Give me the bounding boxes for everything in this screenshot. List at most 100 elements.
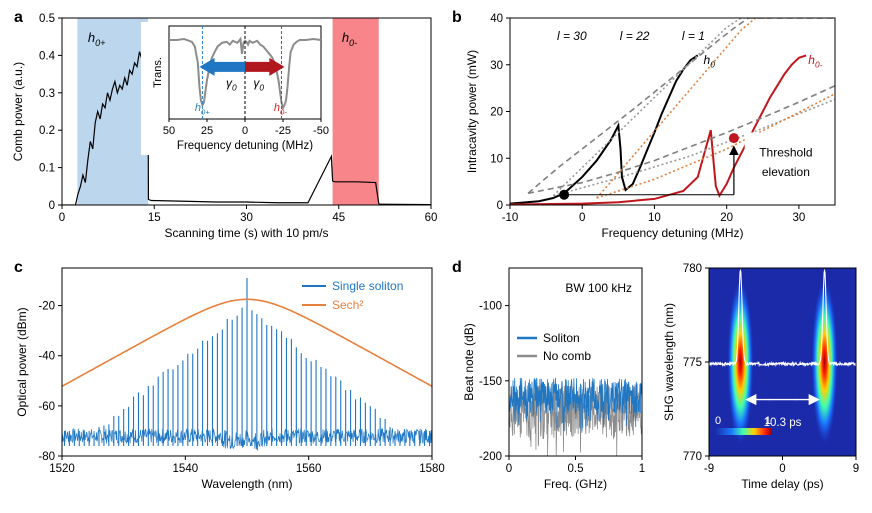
curve-l-30 bbox=[527, 18, 835, 194]
x-axis-label: Frequency detuning (MHz) bbox=[601, 226, 743, 240]
colorbar-max-label: 1 bbox=[765, 415, 771, 427]
label-h0-minus: h0- bbox=[808, 53, 822, 70]
x-tick-label: 1560 bbox=[296, 463, 322, 475]
legend-label-soliton: Soliton bbox=[543, 331, 580, 345]
inset-gamma-left: γ0 bbox=[226, 76, 237, 93]
y-tick-label: 10 bbox=[490, 153, 503, 165]
legend-label-sech2: Sech² bbox=[332, 298, 363, 312]
inset-gamma-right: γ0 bbox=[253, 76, 264, 93]
x-tick-label: 45 bbox=[332, 212, 345, 224]
x-tick-label: 15 bbox=[148, 212, 161, 224]
x-axis-label: Freq. (GHz) bbox=[544, 477, 607, 491]
inset-x-tick-label: 25 bbox=[201, 125, 213, 137]
y-tick-label: -100 bbox=[479, 301, 502, 313]
x-tick-label: 1 bbox=[639, 463, 645, 475]
x-tick-label: 0.5 bbox=[568, 463, 584, 475]
y-axis-label: Optical power (dBm) bbox=[15, 307, 29, 416]
x-tick-label: 60 bbox=[425, 212, 438, 224]
panel-label: c bbox=[14, 259, 23, 276]
legend-label-no-comb: No comb bbox=[543, 349, 591, 363]
colorbar-min-label: 0 bbox=[715, 415, 721, 427]
x-tick-label: 1520 bbox=[49, 463, 75, 475]
inset-x-tick-label: -25 bbox=[275, 125, 291, 137]
y-tick-label: 0.5 bbox=[39, 13, 55, 25]
curve-l-30-lower bbox=[527, 85, 835, 195]
curve-l-1 bbox=[596, 18, 770, 199]
y-axis-label: Intracavity power (mW) bbox=[465, 50, 479, 173]
curve-h0- bbox=[510, 54, 807, 205]
panel-d-beat-note: d 0 0.5 1 -100 -150 -200 Freq. (GHz) Beat note (… bbox=[452, 259, 645, 491]
y-tick-label: -20 bbox=[38, 301, 55, 313]
curve-h0 bbox=[510, 54, 699, 205]
y-tick-label: -40 bbox=[38, 351, 55, 363]
y-tick-label: 20 bbox=[490, 107, 503, 119]
x-tick-label: -10 bbox=[502, 212, 519, 224]
trace-group bbox=[62, 40, 431, 205]
x-axis-label: Time delay (ps) bbox=[741, 477, 823, 491]
y-tick-label: 0 bbox=[49, 200, 55, 212]
panel-label: b bbox=[452, 9, 462, 26]
band-label-h0-minus: h0- bbox=[342, 30, 357, 48]
curve-l-22 bbox=[552, 18, 756, 197]
x-tick-label: 20 bbox=[720, 212, 733, 224]
inset-x-tick-label: 0 bbox=[242, 125, 248, 137]
y-tick-label: 770 bbox=[683, 451, 702, 463]
x-tick-label: 0 bbox=[506, 463, 512, 475]
y-tick-label: -150 bbox=[479, 376, 502, 388]
marker-red-point bbox=[728, 133, 739, 144]
x-tick-label: -9 bbox=[704, 463, 714, 475]
x-tick-label: 0 bbox=[779, 463, 785, 475]
beat-trace-no-comb bbox=[509, 384, 642, 456]
plot-frame bbox=[61, 267, 433, 457]
x-axis-label: Wavelength (nm) bbox=[202, 477, 293, 491]
marker-black-point bbox=[559, 189, 570, 200]
band-h0-minus bbox=[332, 18, 379, 205]
y-axis-label: Comb power (a.u.) bbox=[11, 62, 25, 161]
comb-power-trace bbox=[62, 40, 431, 205]
y-tick-label: 0.4 bbox=[39, 50, 56, 62]
inset-h0-plus-label: h0+ bbox=[195, 102, 210, 116]
autocorrelation-trace bbox=[709, 268, 856, 368]
band-label-h0-plus: h0+ bbox=[88, 30, 106, 48]
x-tick-label: 0 bbox=[59, 212, 65, 224]
y-tick-label: -80 bbox=[38, 451, 55, 463]
panel-label: a bbox=[14, 9, 23, 26]
bandwidth-annotation: BW 100 kHz bbox=[565, 281, 632, 295]
annotation-threshold: Threshold bbox=[759, 146, 812, 160]
colorbar bbox=[715, 428, 771, 435]
y-tick-label: 40 bbox=[490, 13, 503, 25]
inset-right-arrow bbox=[245, 57, 285, 76]
y-tick-label: -60 bbox=[38, 401, 55, 413]
panel-label: d bbox=[452, 259, 462, 276]
label-l22: l = 22 bbox=[620, 29, 650, 43]
beat-trace-soliton bbox=[509, 377, 642, 432]
x-tick-label: 1580 bbox=[419, 463, 445, 475]
y-tick-label: 30 bbox=[490, 60, 503, 72]
curves-group bbox=[510, 18, 835, 205]
inset-background bbox=[141, 22, 327, 155]
x-tick-label: 30 bbox=[792, 212, 805, 224]
annotation-bg bbox=[744, 132, 805, 167]
inset-h0-minus-label: h0- bbox=[274, 102, 287, 116]
beat-group bbox=[509, 377, 642, 456]
annotation-elevation: elevation bbox=[762, 165, 810, 179]
inset-left-arrow bbox=[199, 57, 245, 76]
y-tick-label: 0.3 bbox=[39, 88, 55, 100]
legend-label-soliton: Single soliton bbox=[332, 279, 403, 293]
shg-pulse-1 bbox=[727, 280, 754, 444]
x-tick-label: 0 bbox=[579, 212, 585, 224]
inset-y-axis-label: Trans. bbox=[152, 57, 164, 88]
label-h0: h0 bbox=[704, 53, 716, 70]
panel-a: a 0 15 30 45 60 0 0.1 0.2 0.3 0.4 0.5 Scanning time … bbox=[11, 9, 437, 240]
band-h0-plus bbox=[77, 18, 149, 205]
inset-x-tick-label: -50 bbox=[313, 125, 329, 137]
y-tick-label: 0 bbox=[497, 200, 503, 212]
y-tick-label: 775 bbox=[683, 357, 702, 369]
label-l30: l = 30 bbox=[557, 29, 587, 43]
spectrum-group bbox=[62, 278, 432, 451]
sech2-envelope bbox=[62, 298, 432, 388]
y-tick-label: -200 bbox=[479, 451, 502, 463]
inset-x-axis-label: Frequency detuning (MHz) bbox=[177, 140, 313, 152]
